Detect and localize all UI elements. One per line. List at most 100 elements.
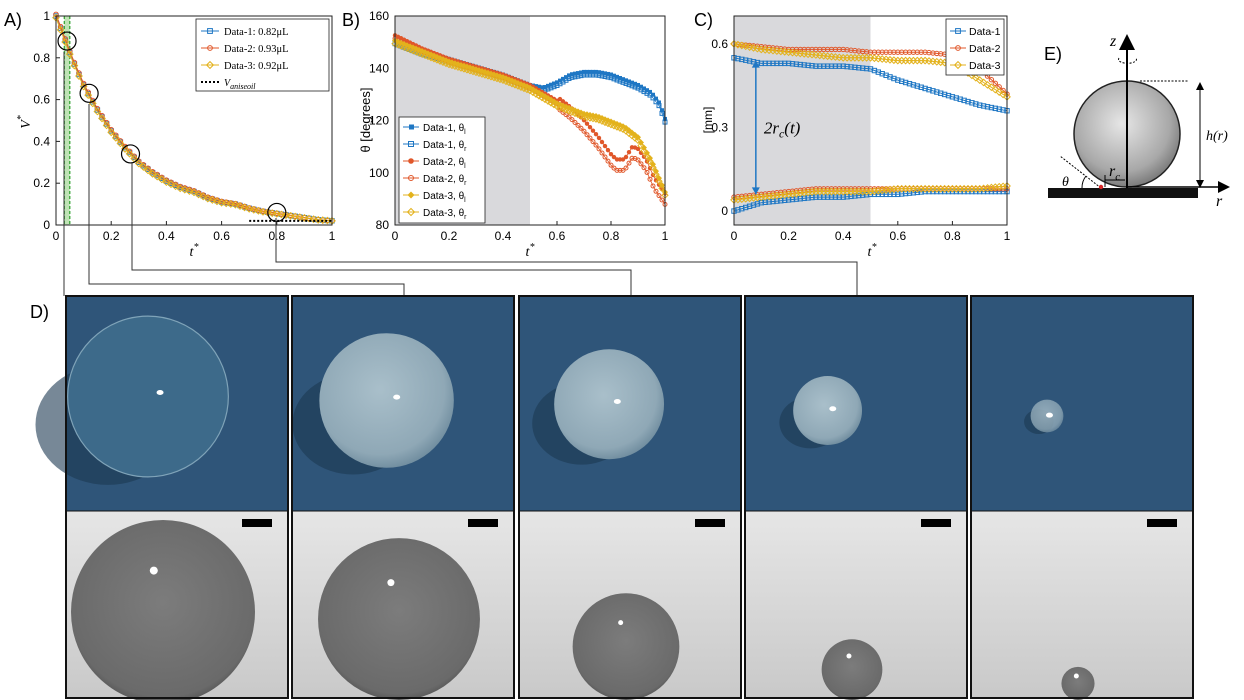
chart-contact-radius: 0 0.2 0.4 0.6 0.8 100.30.62rc(t)Data-1Data-2D…: [701, 15, 1011, 260]
b-point-series-1: [609, 72, 613, 77]
a-circled-point: [267, 202, 287, 223]
b-point-series-1: [597, 70, 601, 75]
photo-column-1: [35, 295, 289, 700]
c-point-series-1: [746, 58, 753, 64]
b-point-series-1: [537, 84, 541, 89]
b-legend-marker: [406, 207, 416, 217]
c-point-series-1: [883, 72, 889, 79]
b-point-series-1: [584, 72, 590, 78]
a-legend-label: Data-1: 0.82μL: [224, 27, 289, 38]
b-point-series-3: [637, 141, 645, 150]
c-point-series-1: [863, 65, 870, 72]
b-point-series-2: [557, 96, 563, 102]
b-point-series-1: [660, 108, 664, 113]
b-point-series-1: [573, 71, 577, 76]
c-annotation-label: 2rc(t): [764, 118, 801, 140]
photo-top-drop: [67, 315, 229, 478]
b-point-series-3: [535, 92, 543, 100]
b-point-series-3: [658, 184, 666, 192]
b-legend-label: Data-3, θr: [423, 208, 467, 221]
b-point-series-2: [620, 157, 626, 162]
b-point-series-2: [575, 122, 581, 128]
b-point-series-2: [653, 188, 659, 194]
photo-top-highlight: [613, 399, 621, 405]
c-point-series-3: [772, 191, 781, 200]
c-point-series-2: [918, 49, 924, 55]
c-point-series-3: [800, 188, 809, 197]
b-point-series-1: [549, 82, 553, 87]
a-point-series-3: [208, 196, 217, 204]
h-dim-arrow-bottom: [1196, 180, 1204, 188]
b-point-series-3: [541, 95, 549, 104]
c-point-series-3: [979, 184, 988, 193]
b-point-series-2: [587, 135, 593, 141]
b-point-series-2: [584, 132, 590, 138]
b-point-series-1: [555, 80, 559, 85]
connector-4: [275, 218, 858, 296]
c-arrow-head: [751, 60, 760, 68]
a-ytick-label: 0.2: [33, 176, 50, 190]
c-point-series-1: [910, 82, 917, 88]
b-legend-label: Data-1, θr: [423, 140, 467, 153]
b-ytick-label: 100: [369, 166, 389, 180]
b-series-line-3: [394, 43, 666, 196]
a-point-series-3: [134, 159, 143, 168]
a-point-series-3: [176, 184, 185, 193]
c-point-series-3: [761, 192, 770, 201]
a-point-series-3: [268, 209, 277, 218]
c-point-series-1: [941, 188, 948, 195]
b-point-series-2: [602, 143, 608, 149]
c-point-series-1: [930, 88, 936, 94]
b-point-series-1: [599, 73, 605, 79]
c-point-series-1: [844, 63, 850, 70]
b-point-series-1: [659, 110, 665, 116]
b-xtick-label: 0.2: [441, 229, 458, 243]
a-point-series-3: [277, 210, 286, 219]
a-circled-point: [120, 144, 141, 164]
a-circled-point: [79, 83, 99, 103]
b-point-series-1: [534, 84, 538, 89]
a-point-series-3: [213, 197, 221, 206]
c-point-series-3: [971, 73, 980, 82]
a-point-series-3: [309, 215, 318, 224]
c-point-series-3: [987, 83, 996, 92]
a-point-series-3: [111, 133, 120, 142]
b-point-series-3: [649, 163, 657, 172]
b-point-series-1: [567, 73, 571, 78]
a-point-series-3: [56, 25, 65, 34]
c-y-axis-label: [mm]: [701, 107, 715, 134]
connector-lines: [63, 52, 858, 296]
b-point-series-3: [529, 88, 537, 97]
a-point-series-3: [167, 180, 175, 189]
photo-bottom-drop: [821, 639, 883, 700]
b-point-series-1: [621, 77, 625, 82]
a-point-series-3: [291, 212, 300, 221]
c-axes-frame: [733, 15, 1008, 226]
b-point-series-2: [623, 165, 629, 171]
photo-bottom-drop: [1061, 666, 1095, 700]
b-point-series-1: [651, 92, 655, 97]
a-point-series-3: [300, 213, 309, 222]
b-point-series-1: [611, 76, 617, 82]
a-highlight-band: [64, 16, 70, 225]
b-legend: Data-1, θl Data-1, θr Data-2, θl Data-2, θr…: [398, 116, 486, 224]
photo-top-highlight: [1045, 412, 1053, 418]
b-ytick-label: 160: [369, 9, 389, 23]
a-xtick-label: 0.6: [213, 229, 230, 243]
panel-label-b: B): [342, 10, 360, 30]
a-ytick-label: 0.8: [33, 51, 50, 65]
connector-3: [131, 162, 632, 296]
c-point-series-1: [1000, 107, 1006, 113]
c-point-series-1: [930, 188, 936, 195]
a-point-series-3: [75, 72, 83, 80]
b-point-series-1: [552, 81, 556, 86]
b-point-series-2: [623, 154, 629, 160]
a-legend-label: Data-2: 0.93μL: [224, 44, 289, 55]
c-point-series-1: [852, 64, 858, 71]
photo-top-drop: [319, 333, 454, 468]
b-point-series-1: [578, 73, 584, 79]
b-point-series-1: [593, 72, 599, 78]
c-point-series-3: [874, 186, 883, 195]
b-point-series-1: [626, 82, 632, 88]
